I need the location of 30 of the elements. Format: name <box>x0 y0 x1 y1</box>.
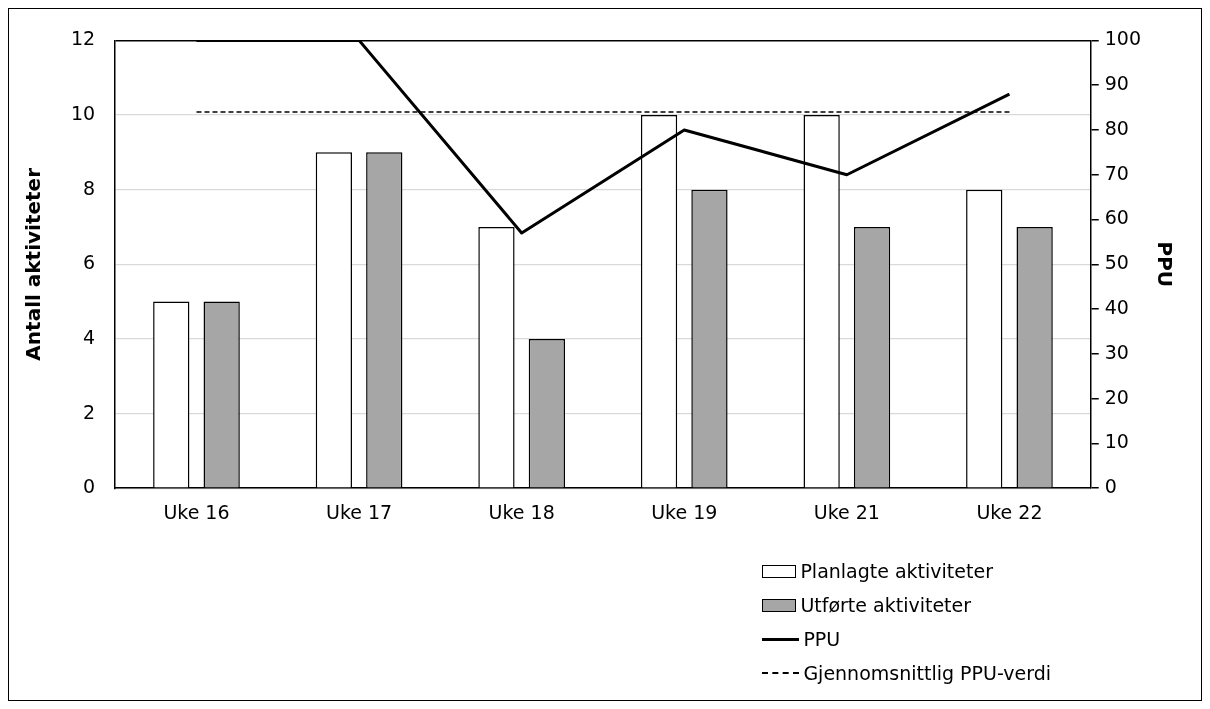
y-tick-label: 8 <box>83 176 96 199</box>
y-tick-label: 12 <box>70 27 96 50</box>
legend-label: PPU <box>803 627 841 652</box>
y2-tick-label: 40 <box>1104 296 1129 319</box>
y-tick-label: 6 <box>83 251 96 274</box>
y2-tick-label: 30 <box>1104 340 1129 363</box>
y2-tick-label: 90 <box>1104 72 1129 95</box>
y2-tick-label: 100 <box>1104 27 1141 50</box>
x-tick-label: Uke 21 <box>813 500 880 523</box>
x-tick-label: Uke 19 <box>651 500 718 523</box>
y2-tick-label: 50 <box>1104 251 1129 274</box>
y-tick-label: 2 <box>83 400 96 423</box>
x-tick-label: Uke 18 <box>488 500 555 523</box>
y-tick-label: 0 <box>83 475 96 498</box>
x-tick-label: Uke 17 <box>326 500 393 523</box>
y2-tick-label: 80 <box>1104 116 1129 139</box>
y2-axis-title: PPU <box>1152 241 1177 288</box>
y2-tick-label: 20 <box>1104 385 1129 408</box>
y-axis-title: Antall aktiviteter <box>21 167 46 361</box>
x-tick-label: Uke 22 <box>976 500 1043 523</box>
x-tick-label: Uke 16 <box>163 500 230 523</box>
legend-label: Gjennomsnittlig PPU-verdi <box>803 661 1051 686</box>
y2-tick-label: 10 <box>1104 430 1129 453</box>
legend-label: Planlagte aktiviteter <box>800 559 993 584</box>
y2-tick-label: 70 <box>1104 161 1129 184</box>
legend-label: Utførte aktiviteter <box>800 593 972 618</box>
y-tick-label: 10 <box>70 101 96 124</box>
y2-tick-label: 0 <box>1104 475 1117 498</box>
y2-tick-label: 60 <box>1104 206 1129 229</box>
y-tick-label: 4 <box>83 325 96 348</box>
